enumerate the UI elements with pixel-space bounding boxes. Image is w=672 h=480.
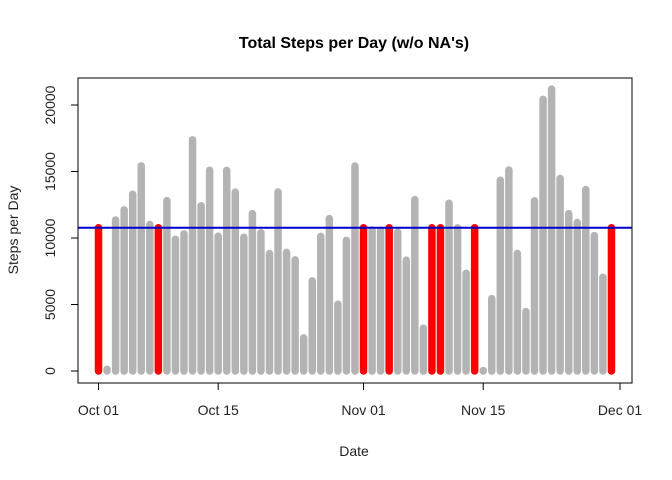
- bar-observed-2012-10-22: [274, 188, 282, 375]
- bar-observed-2012-10-03: [111, 216, 120, 375]
- bar-observed-2012-10-21: [265, 249, 274, 375]
- bar-observed-2012-10-07: [146, 220, 154, 375]
- bar-observed-2012-10-04: [120, 206, 128, 375]
- bar-observed-2012-11-27: [582, 185, 590, 375]
- bar-observed-2012-10-15: [214, 232, 222, 375]
- bar-observed-2012-10-26: [308, 277, 316, 375]
- bar-observed-2012-10-20: [257, 229, 265, 375]
- bar-observed-2012-11-25: [564, 209, 573, 375]
- bar-observed-2012-11-20: [522, 307, 530, 375]
- x-tick-label: Oct 01: [78, 402, 119, 418]
- bar-observed-2012-10-31: [351, 162, 359, 375]
- bar-observed-2012-10-13: [197, 201, 205, 375]
- bar-observed-2012-11-03: [376, 226, 385, 375]
- x-tick-label: Dec 01: [598, 402, 643, 418]
- bar-observed-2012-11-06: [402, 256, 411, 375]
- bar-imputed-2012-11-14: [470, 224, 479, 375]
- bar-observed-2012-11-29: [599, 273, 607, 375]
- bar-observed-2012-11-18: [505, 166, 513, 375]
- bar-observed-2012-11-13: [462, 269, 470, 375]
- bar-observed-2012-11-24: [556, 174, 564, 375]
- bar-imputed-2012-11-09: [428, 224, 436, 375]
- bar-observed-2012-10-17: [231, 188, 240, 375]
- bar-observed-2012-10-14: [205, 166, 214, 375]
- bar-observed-2012-11-21: [530, 197, 539, 375]
- bar-observed-2012-10-29: [334, 300, 342, 375]
- bar-observed-2012-11-05: [393, 228, 402, 375]
- y-axis: 0 5000 10000 15000 20000: [42, 85, 79, 375]
- x-tick-label: Nov 01: [341, 402, 386, 418]
- bar-observed-2012-10-28: [325, 214, 334, 375]
- y-tick-label: 20000: [42, 85, 58, 124]
- bar-observed-2012-11-08: [419, 324, 428, 375]
- bar-observed-2012-11-11: [445, 199, 453, 375]
- bar-imputed-2012-11-10: [436, 224, 445, 375]
- chart-title: Total Steps per Day (w/o NA's): [239, 35, 469, 52]
- bar-observed-2012-11-15: [479, 366, 487, 375]
- bar-observed-2012-10-10: [171, 235, 180, 375]
- bar-observed-2012-11-17: [496, 176, 505, 375]
- bar-observed-2012-10-27: [317, 232, 325, 375]
- bar-observed-2012-10-02: [103, 365, 111, 375]
- bar-observed-2012-10-06: [137, 162, 145, 375]
- bar-observed-2012-11-19: [513, 249, 522, 375]
- bar-imputed-2012-11-30: [607, 224, 616, 375]
- bar-imputed-2012-10-08: [154, 224, 163, 375]
- bars-layer: [94, 85, 616, 375]
- bar-observed-2012-10-25: [299, 334, 308, 375]
- bar-observed-2012-11-07: [411, 195, 419, 375]
- bar-observed-2012-10-18: [240, 233, 248, 375]
- bar-imputed-2012-11-04: [385, 224, 393, 375]
- bar-observed-2012-10-16: [222, 166, 231, 375]
- bar-observed-2012-10-30: [342, 236, 351, 375]
- y-tick-label: 15000: [42, 152, 58, 191]
- y-tick-label: 0: [42, 367, 58, 375]
- bar-observed-2012-11-26: [573, 218, 581, 375]
- bar-imputed-2012-10-01: [94, 224, 103, 375]
- bar-observed-2012-11-28: [590, 231, 599, 375]
- y-tick-label: 5000: [42, 289, 58, 320]
- bar-observed-2012-10-24: [291, 256, 299, 375]
- bar-observed-2012-10-09: [163, 196, 171, 375]
- bar-observed-2012-10-11: [180, 230, 188, 375]
- bar-observed-2012-11-23: [547, 85, 556, 375]
- bar-observed-2012-10-23: [282, 248, 291, 375]
- x-tick-label: Oct 15: [198, 402, 239, 418]
- bar-observed-2012-11-12: [453, 224, 462, 375]
- bar-imputed-2012-11-01: [359, 224, 368, 375]
- bar-observed-2012-10-12: [188, 136, 197, 375]
- bar-observed-2012-11-02: [368, 226, 376, 375]
- bar-observed-2012-11-16: [488, 294, 496, 375]
- y-axis-label: Steps per Day: [5, 186, 21, 275]
- bar-observed-2012-10-05: [128, 190, 137, 375]
- y-tick-label: 10000: [42, 218, 58, 257]
- x-tick-label: Nov 15: [461, 402, 506, 418]
- x-axis: Oct 01 Oct 15 Nov 01 Nov 15 Dec 01: [78, 382, 643, 418]
- bar-observed-2012-11-22: [539, 95, 547, 375]
- bar-observed-2012-10-19: [248, 209, 257, 375]
- x-axis-label: Date: [339, 443, 369, 459]
